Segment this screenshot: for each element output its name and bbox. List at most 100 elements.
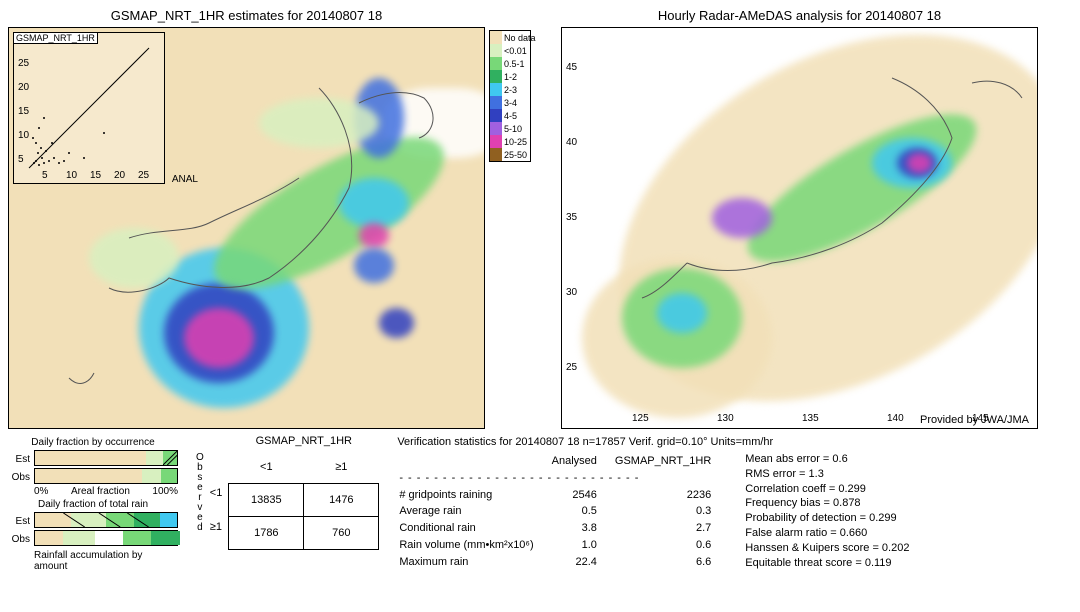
maps-row: GSMAP_NRT_1HR estimates for 20140807 18: [8, 8, 1072, 429]
ct-col2: ≥1: [304, 451, 379, 484]
vr4b: 6.6: [607, 555, 719, 570]
frac-obs-1: Obs: [8, 472, 30, 483]
vr2a: 3.8: [544, 521, 605, 536]
frac-title-1: Daily fraction by occurrence: [8, 437, 178, 448]
fractions-panel: Daily fraction by occurrence Est Obs 0% …: [8, 435, 178, 574]
verif-dash: - - - - - - - - - - - - - - - - - - - - …: [399, 471, 719, 486]
metric-7: Equitable threat score = 0.119: [745, 556, 909, 571]
metric-3: Frequency bias = 0.878: [745, 496, 909, 511]
verif-col-est: GSMAP_NRT_1HR: [607, 454, 719, 469]
lat-25: 25: [566, 362, 577, 373]
ct-row1: <1: [210, 487, 223, 499]
frac-foot: Rainfall accumulation by amount: [8, 550, 178, 572]
lat-40: 40: [566, 137, 577, 148]
ct-c12: 1476: [304, 484, 379, 517]
metric-5: False alarm ratio = 0.660: [745, 526, 909, 541]
metric-1: RMS error = 1.3: [745, 467, 909, 482]
frac-axis-mid: Areal fraction: [71, 486, 130, 497]
vr3b: 0.6: [607, 538, 719, 553]
inset-yt-5: 5: [18, 154, 24, 165]
vr0l: # gridpoints raining: [399, 488, 541, 503]
color-legend: No data <0.01 0.5-1 1-2 2-3 3-4 4-5 5-10…: [489, 30, 531, 162]
inset-xt-10: 10: [66, 170, 77, 181]
frac-bar-obs-1: [34, 468, 178, 484]
frac-title-2: Daily fraction of total rain: [8, 499, 178, 510]
inset-box: GSMAP_NRT_1HR: [13, 32, 165, 184]
frac-axis-100: 100%: [152, 486, 178, 497]
vr3l: Rain volume (mm•km²x10⁶): [399, 538, 541, 553]
lat-30: 30: [566, 287, 577, 298]
contingency-table-block: GSMAP_NRT_1HR <1 ≥1 13835 1476 1786 760: [228, 435, 379, 550]
inset-yt-10: 10: [18, 130, 29, 141]
leg-4-5: 4-5: [502, 111, 517, 121]
leg-3-4: 3-4: [502, 98, 517, 108]
frac-est-2: Est: [8, 516, 30, 527]
metric-2: Correlation coeff = 0.299: [745, 482, 909, 497]
leg-lt001: <0.01: [502, 46, 527, 56]
leg-nodata: No data: [502, 33, 536, 43]
lat-45: 45: [566, 62, 577, 73]
right-map-panel: Hourly Radar-AMeDAS analysis for 2014080…: [561, 8, 1038, 429]
frac-obs-2: Obs: [8, 534, 30, 545]
verif-metrics: Mean abs error = 0.6 RMS error = 1.3 Cor…: [745, 452, 909, 572]
inset-anal-label: ANAL: [172, 174, 198, 185]
lon-130: 130: [717, 413, 734, 424]
vr0a: 2546: [544, 488, 605, 503]
frac-axis-0: 0%: [34, 486, 48, 497]
ct-col1: <1: [229, 451, 304, 484]
vr4a: 22.4: [544, 555, 605, 570]
lon-125: 125: [632, 413, 649, 424]
vr2l: Conditional rain: [399, 521, 541, 536]
vr1a: 0.5: [544, 504, 605, 519]
frac-bar-obs-2: [34, 530, 178, 546]
inset-yt-20: 20: [18, 82, 29, 93]
leg-2-3: 2-3: [502, 85, 517, 95]
vr1l: Average rain: [399, 504, 541, 519]
frac-bar-est-2: [34, 512, 178, 528]
verification-block: Verification statistics for 20140807 18 …: [397, 435, 909, 572]
ct-c11: 13835: [229, 484, 304, 517]
verif-left-col: Analysed GSMAP_NRT_1HR - - - - - - - - -…: [397, 452, 721, 572]
vr0b: 2236: [607, 488, 719, 503]
lon-135: 135: [802, 413, 819, 424]
contingency-table: <1 ≥1 13835 1476 1786 760: [228, 451, 379, 550]
left-map-panel: GSMAP_NRT_1HR estimates for 20140807 18: [8, 8, 531, 429]
leg-05-1: 0.5-1: [502, 59, 525, 69]
bottom-row: Daily fraction by occurrence Est Obs 0% …: [8, 435, 1072, 574]
inset-yt-25: 25: [18, 58, 29, 69]
vr4l: Maximum rain: [399, 555, 541, 570]
inset-yt-15: 15: [18, 106, 29, 117]
frac-est-1: Est: [8, 454, 30, 465]
verif-header: Verification statistics for 20140807 18 …: [397, 435, 909, 450]
coastline-right: [562, 28, 1037, 428]
leg-5-10: 5-10: [502, 124, 522, 134]
metric-6: Hanssen & Kuipers score = 0.202: [745, 541, 909, 556]
left-map-box: GSMAP_NRT_1HR: [8, 27, 485, 429]
leg-10-25: 10-25: [502, 137, 527, 147]
vr1b: 0.3: [607, 504, 719, 519]
metric-0: Mean abs error = 0.6: [745, 452, 909, 467]
left-map-title: GSMAP_NRT_1HR estimates for 20140807 18: [8, 8, 485, 23]
right-map-title: Hourly Radar-AMeDAS analysis for 2014080…: [561, 8, 1038, 23]
ct-c22: 760: [304, 517, 379, 550]
leg-25-50: 25-50: [502, 150, 527, 160]
contingency-rowlabels: <1 ≥1: [210, 487, 223, 533]
inset-xt-25: 25: [138, 170, 149, 181]
inset-xt-20: 20: [114, 170, 125, 181]
verif-col-analysed: Analysed: [544, 454, 605, 469]
frac-bar-est-1: [34, 450, 178, 466]
contingency-wrap: Observed <1 ≥1 GSMAP_NRT_1HR <1 ≥1 13835…: [196, 435, 379, 550]
vr2b: 2.7: [607, 521, 719, 536]
inset-svg: [14, 33, 164, 183]
provided-by: Provided by JWA/JMA: [920, 414, 1035, 426]
lat-35: 35: [566, 212, 577, 223]
right-map-box: 125 130 135 140 145 25 30 35 40 45 Provi…: [561, 27, 1038, 429]
ct-c21: 1786: [229, 517, 304, 550]
ct-row2: ≥1: [210, 521, 223, 533]
metric-4: Probability of detection = 0.299: [745, 511, 909, 526]
ct-title: GSMAP_NRT_1HR: [228, 435, 379, 447]
leg-1-2: 1-2: [502, 72, 517, 82]
left-map-column: GSMAP_NRT_1HR estimates for 20140807 18: [8, 8, 485, 429]
verif-stat-table: Analysed GSMAP_NRT_1HR - - - - - - - - -…: [397, 452, 721, 572]
vr3a: 1.0: [544, 538, 605, 553]
